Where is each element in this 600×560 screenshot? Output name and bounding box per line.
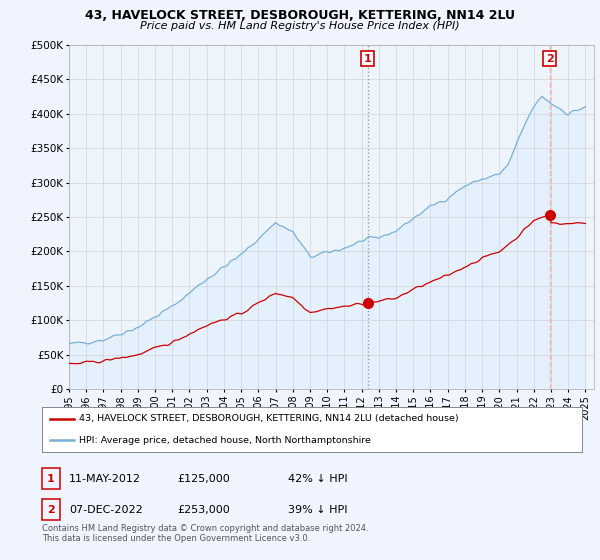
- Text: HPI: Average price, detached house, North Northamptonshire: HPI: Average price, detached house, Nort…: [79, 436, 371, 445]
- Text: £253,000: £253,000: [177, 505, 230, 515]
- Text: 1: 1: [364, 54, 371, 64]
- Text: 43, HAVELOCK STREET, DESBOROUGH, KETTERING, NN14 2LU (detached house): 43, HAVELOCK STREET, DESBOROUGH, KETTERI…: [79, 414, 458, 423]
- Text: 2: 2: [47, 505, 55, 515]
- Text: 11-MAY-2012: 11-MAY-2012: [69, 474, 141, 484]
- Text: 1: 1: [47, 474, 55, 484]
- Text: 39% ↓ HPI: 39% ↓ HPI: [288, 505, 347, 515]
- Text: Price paid vs. HM Land Registry's House Price Index (HPI): Price paid vs. HM Land Registry's House …: [140, 21, 460, 31]
- Text: 43, HAVELOCK STREET, DESBOROUGH, KETTERING, NN14 2LU: 43, HAVELOCK STREET, DESBOROUGH, KETTERI…: [85, 9, 515, 22]
- Text: £125,000: £125,000: [177, 474, 230, 484]
- Text: 42% ↓ HPI: 42% ↓ HPI: [288, 474, 347, 484]
- Text: 07-DEC-2022: 07-DEC-2022: [69, 505, 143, 515]
- Text: 2: 2: [546, 54, 553, 64]
- Text: Contains HM Land Registry data © Crown copyright and database right 2024.
This d: Contains HM Land Registry data © Crown c…: [42, 524, 368, 543]
